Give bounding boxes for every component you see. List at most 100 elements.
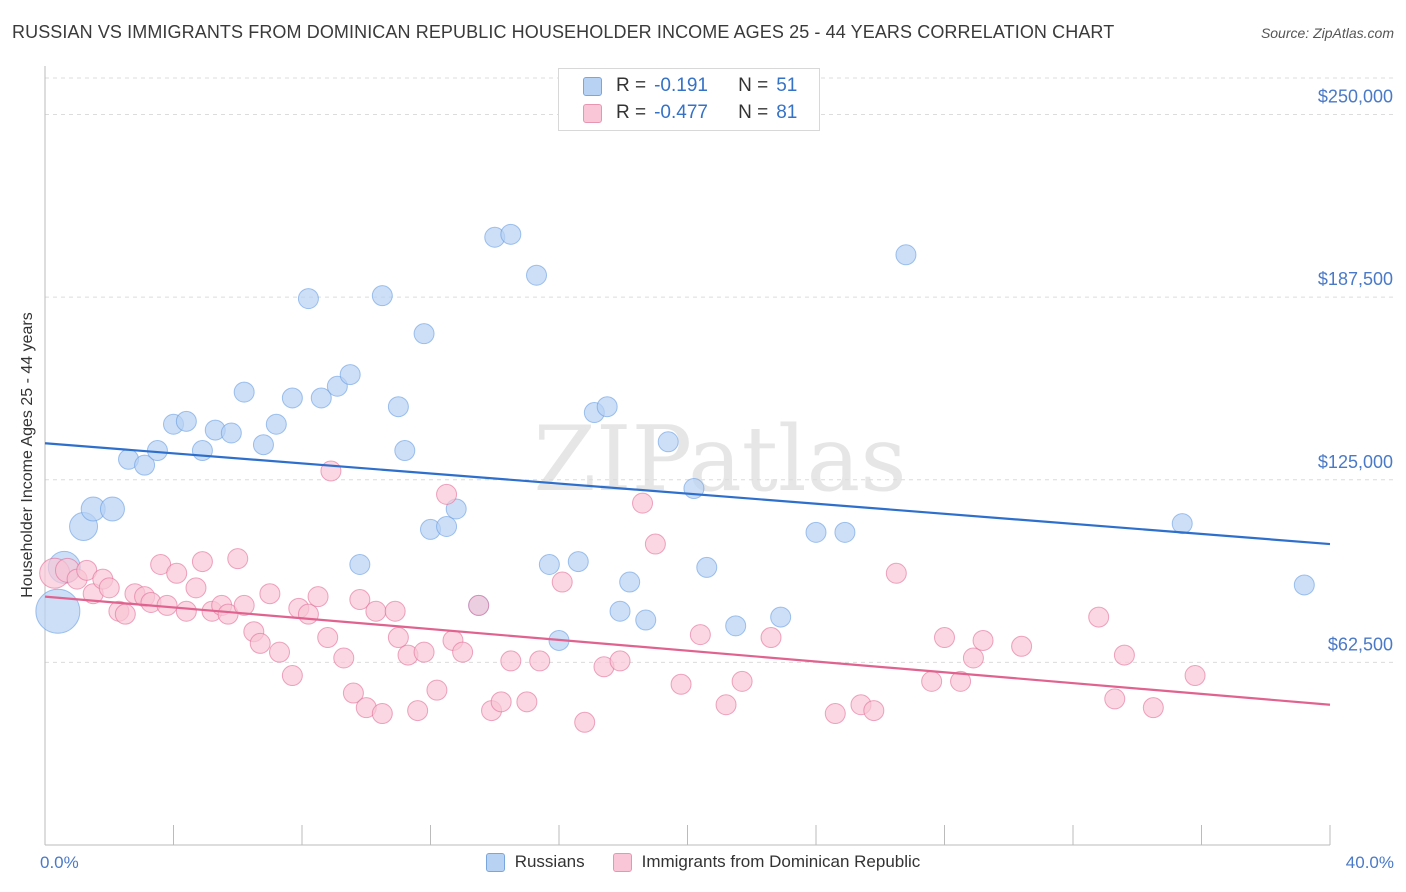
stats-row-russians: R = -0.191 N = 51 [583, 74, 797, 98]
data-point [175, 600, 197, 622]
dominican-legend-swatch [612, 852, 632, 872]
grid-lines [45, 77, 1395, 663]
legend-item-dominican[interactable]: Immigrants from Dominican Republic [612, 852, 921, 872]
y-tick-label: $250,000 [1318, 87, 1393, 107]
data-point [233, 381, 255, 403]
data-point [269, 641, 291, 663]
legend-label-russians: Russians [514, 852, 585, 871]
data-point [644, 533, 666, 555]
data-point [1293, 574, 1315, 596]
data-point [516, 691, 538, 713]
data-point [452, 641, 474, 663]
data-point [934, 627, 955, 649]
data-point [1011, 635, 1033, 657]
data-point [320, 460, 342, 482]
x-tick-label-min: 0.0% [40, 853, 79, 872]
n-label: N = [738, 102, 769, 123]
y-tick-label: $187,500 [1318, 269, 1393, 289]
data-point [1142, 697, 1164, 719]
data-point [500, 223, 522, 245]
data-point [249, 632, 271, 654]
data-point [384, 600, 406, 622]
data-point [114, 603, 136, 625]
data-point [689, 624, 711, 646]
data-point [349, 553, 371, 575]
y-tick-label: $62,500 [1328, 634, 1393, 654]
data-point [805, 521, 827, 543]
data-point [895, 244, 917, 266]
trend-line-dominican [44, 595, 1331, 706]
data-point [436, 516, 458, 538]
data-point [387, 627, 409, 649]
data-point [220, 422, 242, 444]
series-russians-points [35, 223, 1315, 651]
legend-item-russians[interactable]: Russians [485, 852, 585, 872]
data-point [468, 594, 490, 616]
data-point [715, 694, 737, 716]
data-point [972, 629, 994, 651]
data-point [297, 603, 319, 625]
data-point [150, 553, 172, 575]
data-point [185, 577, 207, 599]
y-axis-label: Householder Income Ages 25 - 44 years [19, 312, 36, 598]
data-point [35, 588, 81, 634]
data-point [609, 650, 631, 672]
data-point [349, 589, 371, 611]
data-point [265, 413, 287, 435]
data-point [834, 521, 856, 543]
data-point [609, 600, 631, 622]
data-point [538, 553, 560, 575]
data-point [342, 682, 364, 704]
data-point [551, 571, 573, 593]
data-point [259, 583, 281, 605]
r-value: -0.477 [654, 102, 708, 123]
data-point [1113, 644, 1135, 666]
data-point [725, 615, 747, 637]
data-point [387, 396, 409, 418]
data-point [175, 410, 197, 432]
data-point [770, 606, 792, 628]
n-value: 81 [776, 102, 798, 123]
data-point [99, 496, 125, 522]
data-point [365, 600, 387, 622]
data-point [863, 700, 885, 722]
dominican-swatch [583, 103, 602, 123]
data-point [426, 679, 448, 701]
data-point [670, 673, 692, 695]
data-point [191, 440, 213, 462]
data-point [307, 586, 329, 608]
data-point [632, 492, 654, 514]
y-tick-label: $125,000 [1318, 452, 1393, 472]
r-value: -0.191 [654, 75, 708, 96]
data-point [574, 711, 596, 733]
series-dominican-points [39, 460, 1206, 733]
x-tick-label-max: 40.0% [1345, 853, 1394, 872]
data-point [885, 562, 907, 584]
legend-label-dominican: Immigrants from Dominican Republic [641, 852, 921, 871]
r-label: R = [616, 75, 647, 96]
source-credit: Source: ZipAtlas.com [1260, 25, 1394, 41]
data-point [657, 431, 679, 453]
data-point [333, 647, 355, 669]
data-point [217, 603, 239, 625]
data-point [134, 454, 156, 476]
data-point [191, 551, 213, 573]
data-point [252, 434, 274, 456]
data-point [445, 498, 467, 520]
data-point [98, 577, 120, 599]
data-point [166, 562, 188, 584]
data-point [1104, 688, 1126, 710]
data-point [371, 703, 393, 725]
data-point [950, 670, 972, 692]
trend-lines [44, 442, 1331, 706]
data-point [824, 703, 846, 725]
trend-line-russians [44, 442, 1331, 546]
data-point [407, 700, 429, 722]
y-tick-labels: $62,500 $125,000 $187,500 $250,000 [1318, 87, 1393, 655]
data-point [413, 641, 435, 663]
data-point [281, 387, 303, 409]
data-point [297, 288, 319, 310]
stats-row-dominican: R = -0.477 N = 81 [583, 101, 797, 125]
data-point [436, 483, 458, 505]
